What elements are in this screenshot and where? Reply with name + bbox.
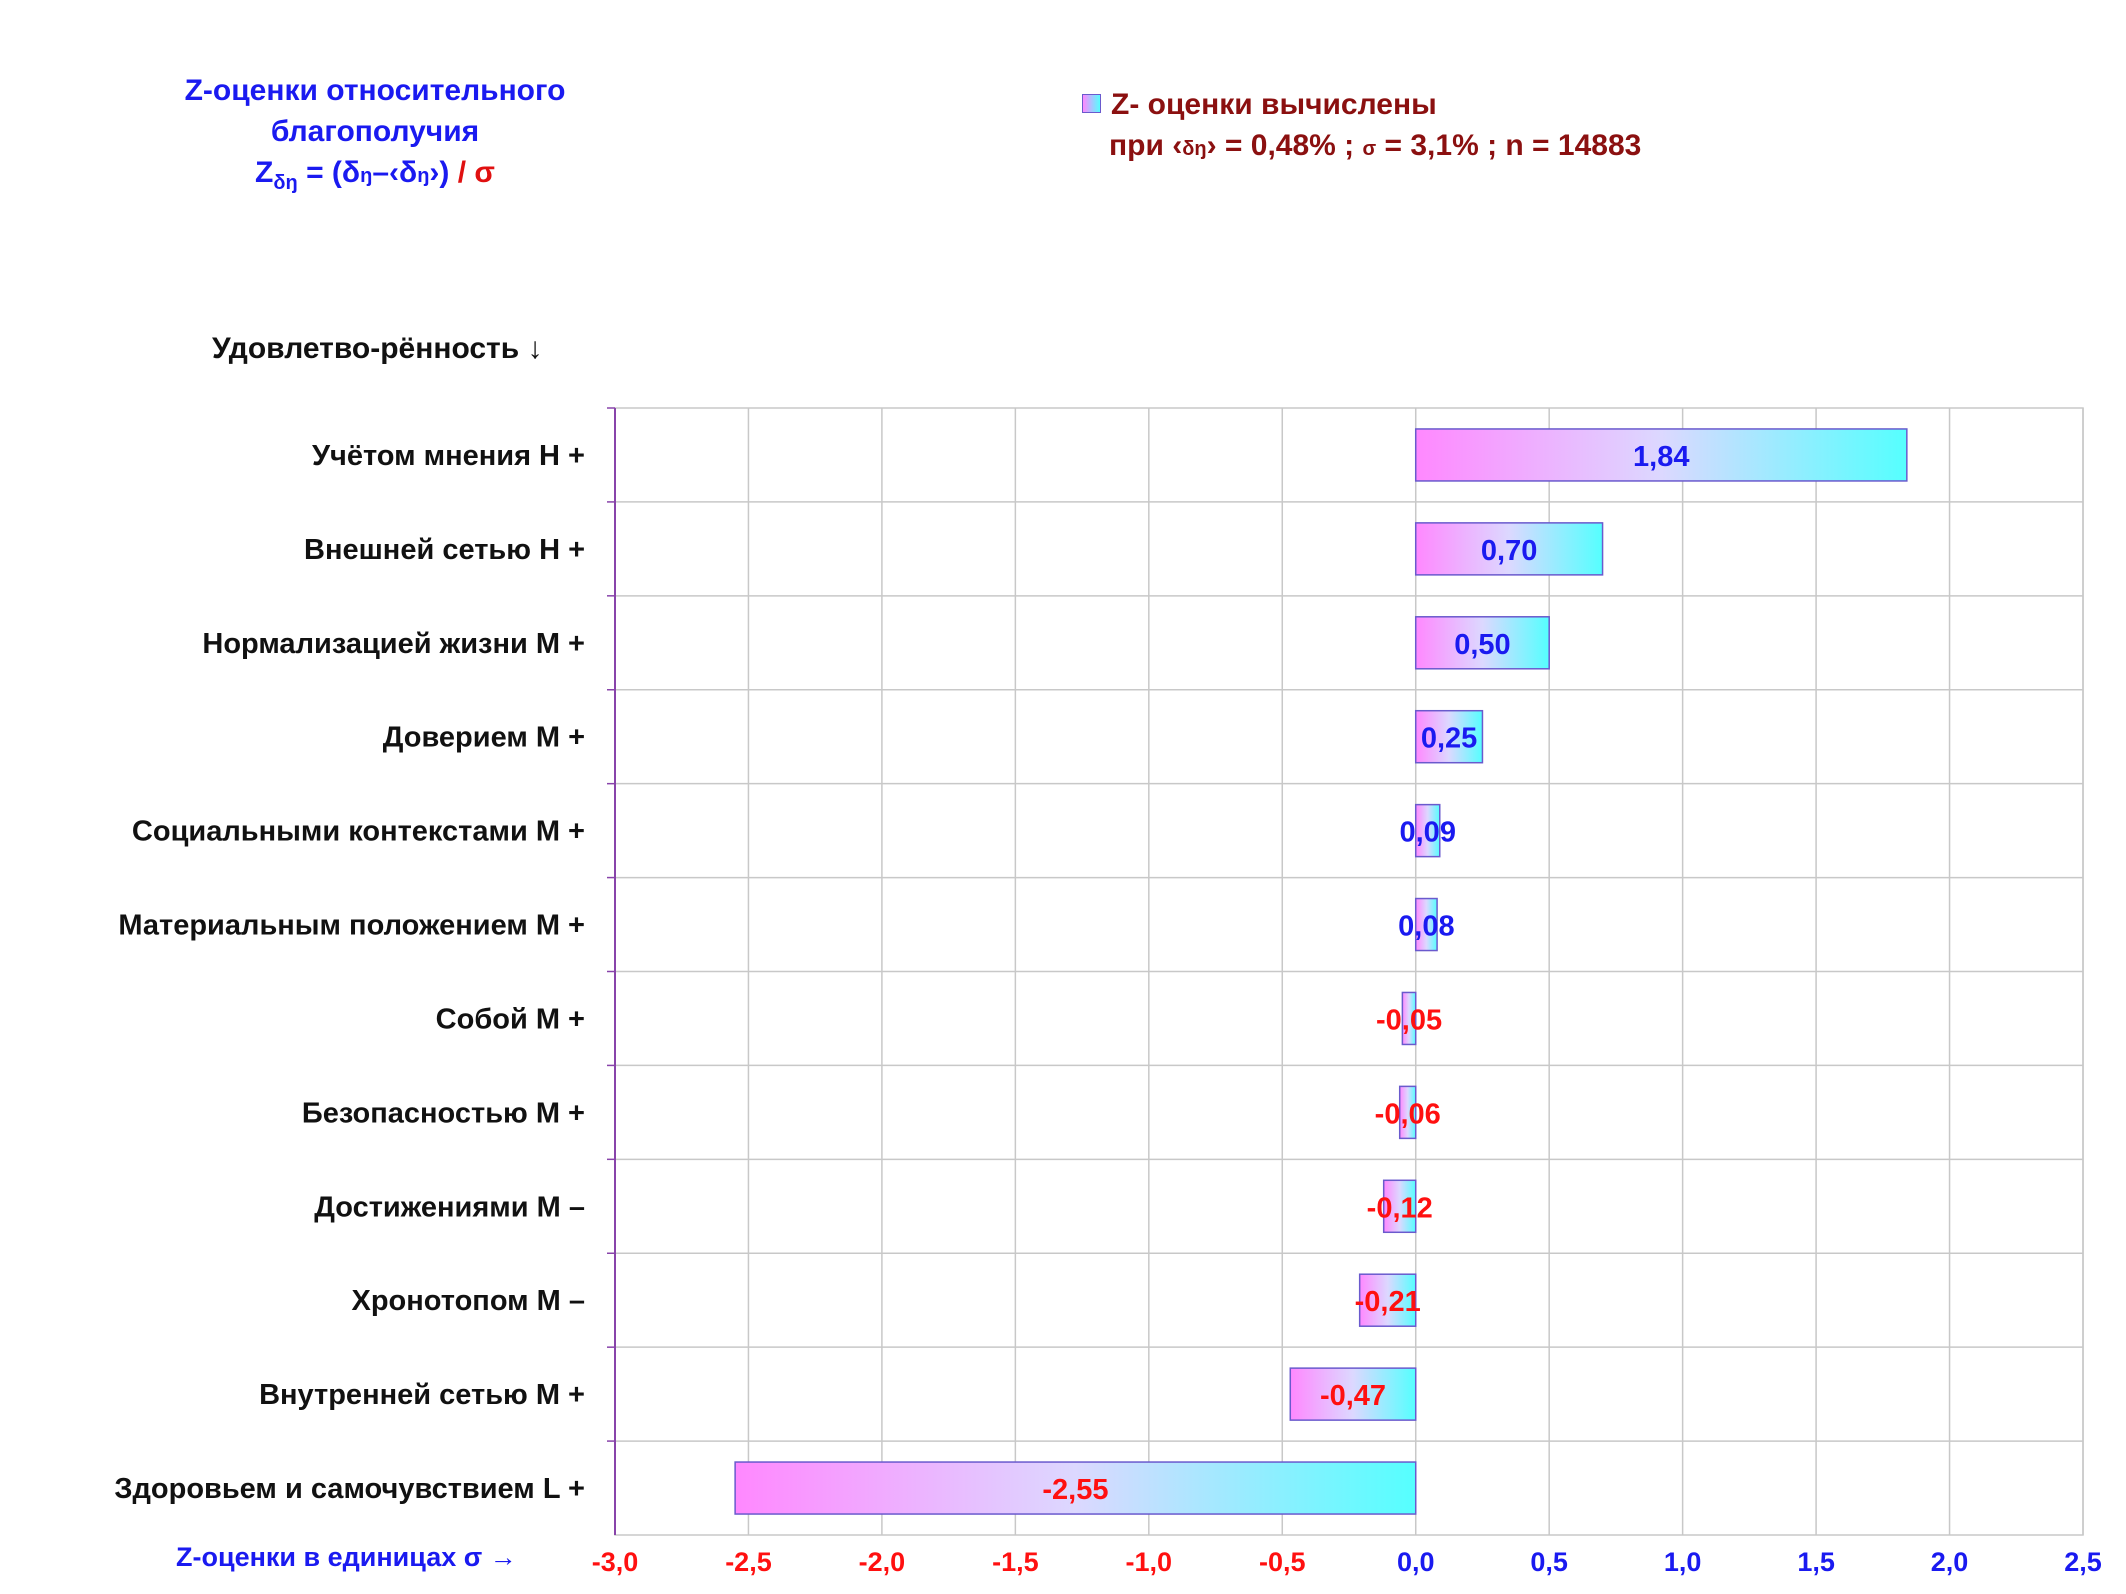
bar — [1289, 1367, 1417, 1421]
value-label: 0,08 — [1398, 911, 1454, 943]
x-tick-label: 1,0 — [1664, 1547, 1702, 1577]
formula-rhs-4: ŋ — [417, 165, 430, 187]
formula-rhs-1: = (δ — [297, 156, 361, 189]
bar — [1414, 709, 1484, 764]
category-label: Достижениями М – — [314, 1191, 585, 1223]
y-axis-title: Удовлетво-рённость ↓ — [212, 332, 543, 365]
x-tick-label: 2,5 — [2064, 1547, 2102, 1577]
chart-formula: Zδŋ = (δŋ–‹δŋ›) / σ — [140, 152, 610, 204]
value-label: -0,21 — [1355, 1286, 1421, 1318]
bar — [1414, 803, 1441, 858]
x-tick-labels: -3,0 -2,5 -2,0 -1,5 -1,0 -0,5 0,0 0,5 1,0 1,5 2,0 2… — [592, 1547, 2102, 1577]
formula-sub: δ — [273, 172, 286, 194]
category-label: Учётом мнения Н + — [312, 440, 585, 472]
formula-rhs-2: ŋ — [360, 165, 373, 187]
bar — [1414, 522, 1604, 576]
category-label: Внешней сетью Н + — [304, 534, 585, 566]
bar — [1414, 616, 1550, 670]
value-label: 0,09 — [1400, 817, 1456, 849]
value-label: -2,55 — [1042, 1474, 1108, 1506]
bar — [734, 1461, 1417, 1515]
legend-line2-a: при ‹ — [1109, 129, 1183, 162]
value-label: 0,70 — [1481, 535, 1537, 567]
formula-rhs-3: –‹δ — [372, 156, 418, 189]
legend-line2: при ‹δŋ› = 0,48% ; σ = 3,1% ; n = 14883 — [1082, 125, 1641, 170]
category-label: Социальными контекстами М + — [132, 816, 585, 848]
legend-line2-c: ŋ — [1194, 138, 1207, 160]
category-labels: Учётом мнения Н + Внешней сетью Н + Нормал… — [114, 440, 585, 1505]
x-tick-label: -1,5 — [992, 1547, 1039, 1577]
category-label: Материальным положением М + — [118, 910, 585, 942]
category-label: Безопасностью М + — [302, 1097, 585, 1129]
x-tick-label: 2,0 — [1931, 1547, 1969, 1577]
bar — [1398, 1085, 1417, 1140]
chart-title-line2: благополучия — [270, 115, 480, 148]
value-label: 0,25 — [1421, 723, 1477, 755]
legend-line1: Z- оценки вычислены — [1082, 84, 1641, 125]
bars — [734, 428, 1908, 1515]
value-label: 1,84 — [1633, 441, 1689, 473]
bar — [1358, 1273, 1417, 1327]
chart-title: Z-оценки относительного благополучия Zδŋ… — [140, 70, 610, 204]
chart-title-line1: Z-оценки относительного — [184, 74, 566, 107]
category-label: Собой М + — [436, 1003, 585, 1035]
legend-line2-f: = 3,1% ; n = 14883 — [1376, 129, 1642, 162]
x-tick-label: -0,5 — [1259, 1547, 1306, 1577]
grid — [607, 407, 2084, 1536]
bar — [1401, 991, 1417, 1046]
formula-lhs: Z — [255, 156, 274, 189]
legend-line2-e: σ — [1362, 138, 1377, 160]
formula-sub2: ŋ — [285, 172, 298, 194]
bar — [1414, 428, 1908, 482]
legend-swatch — [1082, 94, 1101, 113]
chart-legend: Z- оценки вычислены при ‹δŋ› = 0,48% ; σ… — [1082, 84, 1641, 170]
value-label: -0,47 — [1320, 1380, 1386, 1412]
formula-rhs-6: / σ — [449, 156, 495, 189]
category-label: Здоровьем и самочувствием L + — [114, 1473, 585, 1505]
x-tick-label: -1,0 — [1126, 1547, 1173, 1577]
category-label: Внутренней сетью М + — [259, 1379, 585, 1411]
bar — [1382, 1179, 1417, 1234]
value-label: -0,05 — [1376, 1004, 1442, 1036]
category-label: Хронотопом М – — [351, 1285, 585, 1317]
legend-line2-d: › = 0,48% ; — [1206, 129, 1363, 162]
formula-rhs-5: ›) — [429, 156, 450, 189]
legend-line2-b: δ — [1182, 138, 1195, 160]
x-tick-label: -2,5 — [725, 1547, 772, 1577]
value-labels: 1,84 0,70 0,50 0,25 0,09 0,08 -0,05 -0,06 -0,12 -… — [1042, 441, 1689, 1506]
x-tick-label: 0,0 — [1397, 1547, 1435, 1577]
x-tick-label: 1,5 — [1797, 1547, 1835, 1577]
legend-label: Z- оценки вычислены — [1111, 88, 1437, 121]
value-label: -0,12 — [1367, 1192, 1433, 1224]
x-tick-label: -3,0 — [592, 1547, 639, 1577]
x-axis-title: Z-оценки в единицах σ → — [176, 1542, 517, 1572]
value-label: -0,06 — [1375, 1098, 1441, 1130]
category-label: Доверием М + — [383, 722, 585, 754]
x-tick-label: -2,0 — [859, 1547, 906, 1577]
x-tick-label: 0,5 — [1530, 1547, 1568, 1577]
bar — [1414, 897, 1438, 952]
value-label: 0,50 — [1454, 629, 1510, 661]
category-label: Нормализацией жизни М + — [202, 628, 585, 660]
